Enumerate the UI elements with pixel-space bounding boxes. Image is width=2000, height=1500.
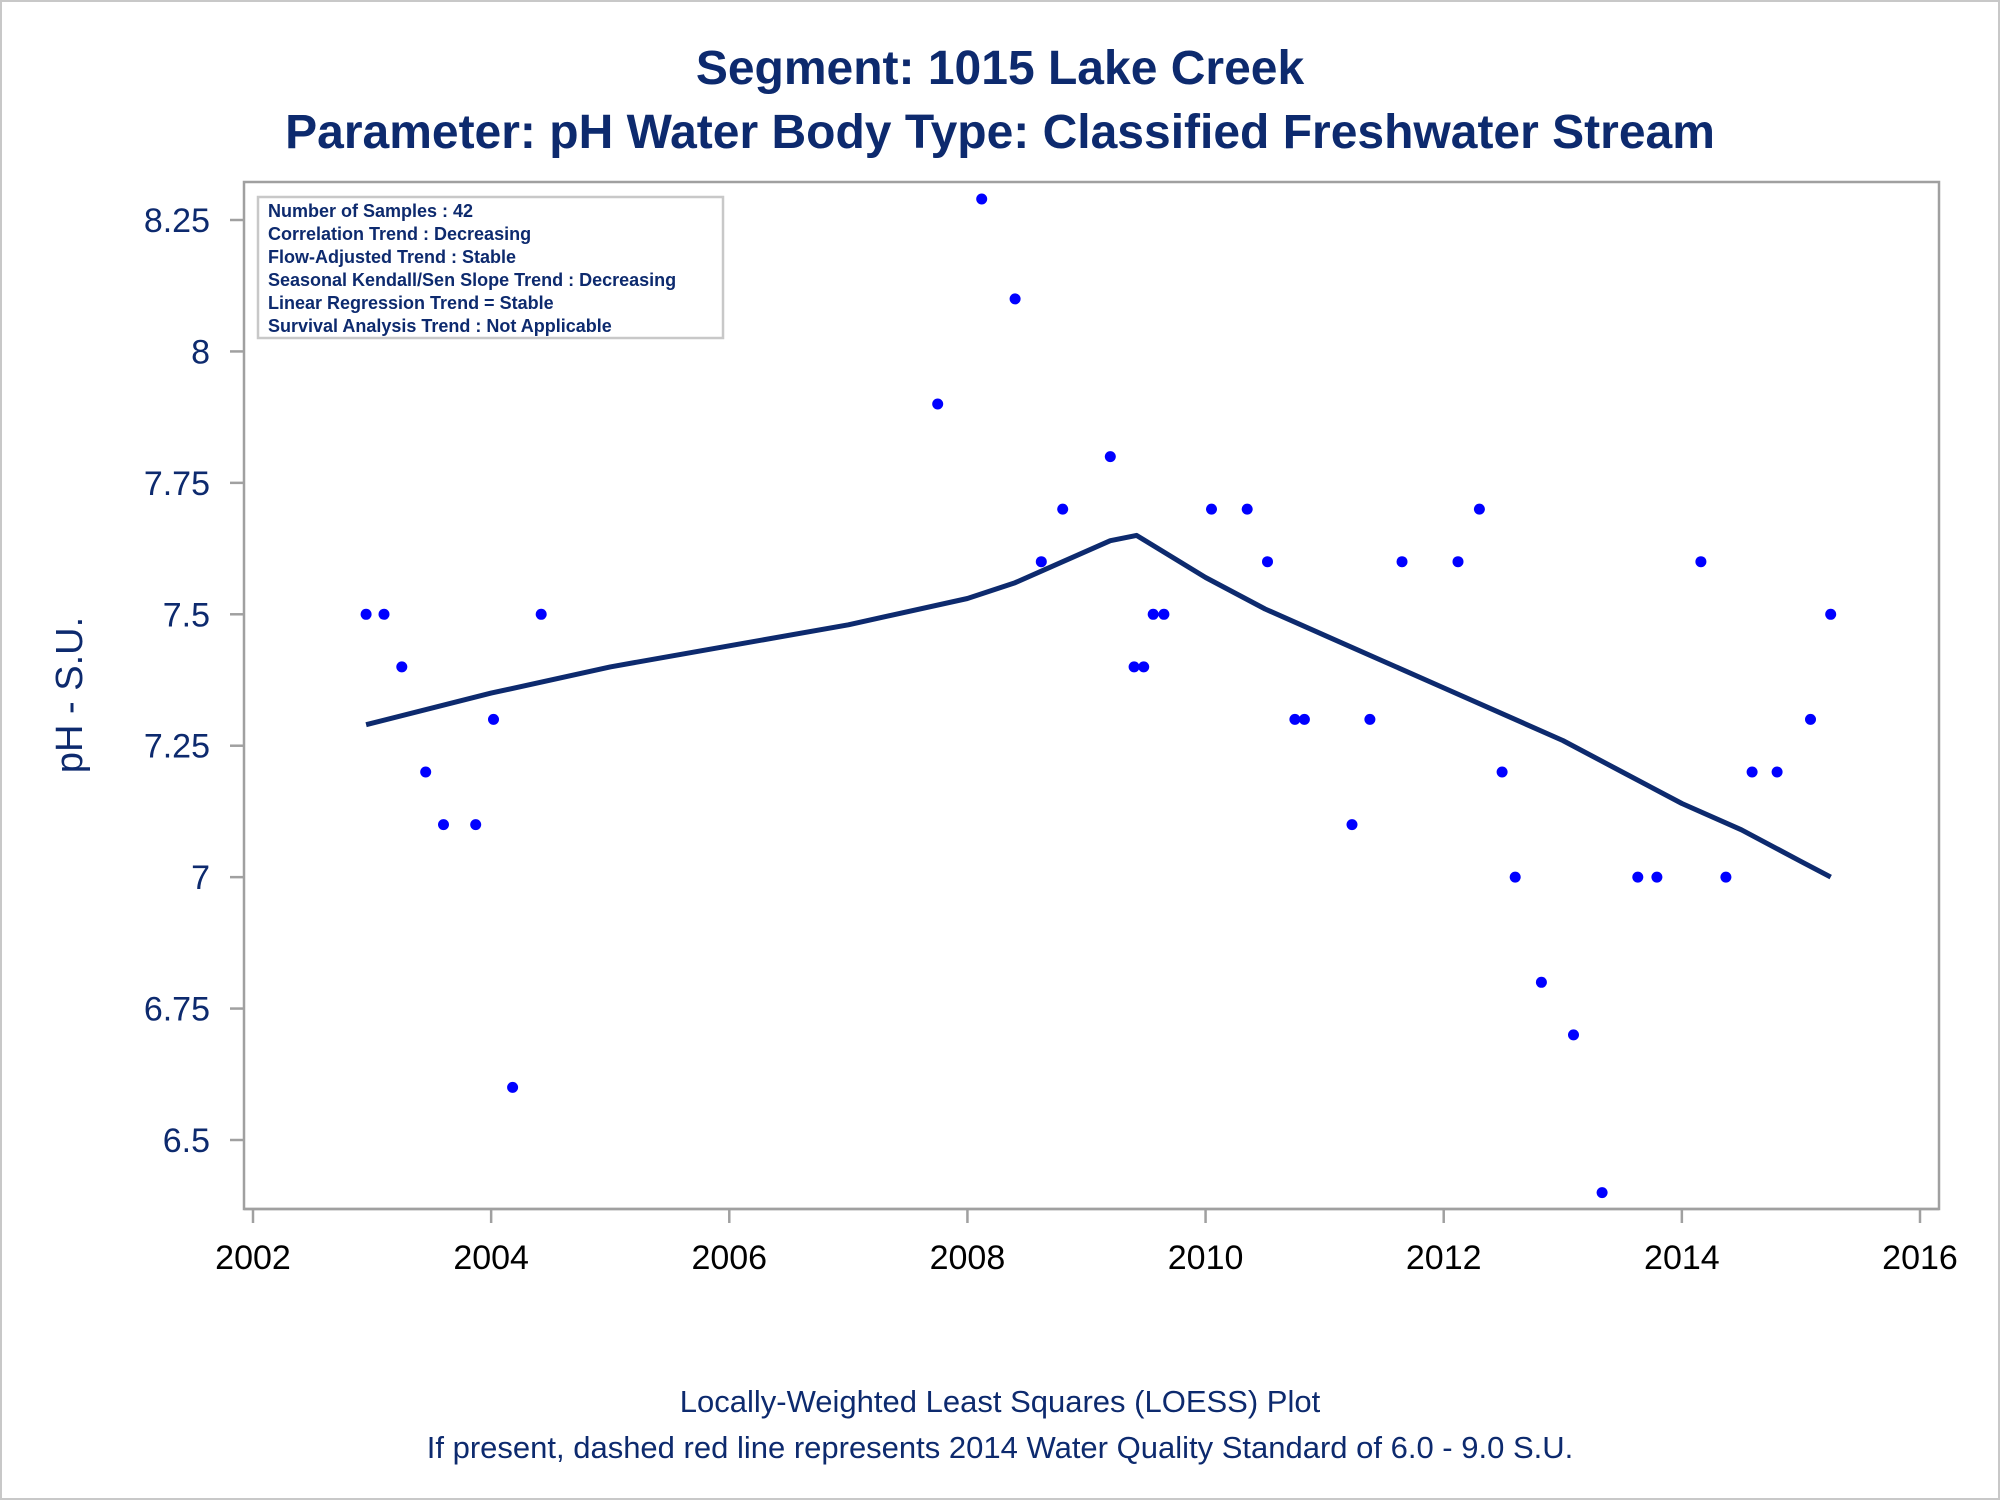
x-tick-label: 2002 xyxy=(215,1239,291,1277)
data-point xyxy=(1771,766,1783,778)
data-point xyxy=(1473,503,1485,515)
y-tick-label: 8.25 xyxy=(144,202,210,240)
data-point xyxy=(1346,819,1358,831)
y-tick-label: 7.75 xyxy=(144,465,210,503)
data-point xyxy=(1535,976,1547,988)
stat-survival-analysis-trend: Survival Analysis Trend : Not Applicable xyxy=(268,316,612,336)
data-point xyxy=(396,661,408,673)
y-tick-label: 6.75 xyxy=(144,991,210,1029)
data-point xyxy=(1509,871,1521,883)
y-tick-label: 8 xyxy=(191,333,210,371)
y-tick-label: 7 xyxy=(191,859,210,897)
data-point xyxy=(535,608,547,620)
data-point xyxy=(1138,661,1150,673)
data-point xyxy=(1035,556,1047,568)
data-point xyxy=(1568,1029,1579,1041)
stat-sample-count: Number of Samples : 42 xyxy=(268,201,473,221)
stats-legend-box: Number of Samples : 42 Correlation Trend… xyxy=(256,195,725,340)
stat-correlation-trend: Correlation Trend : Decreasing xyxy=(268,224,531,244)
x-tick-label: 2008 xyxy=(930,1239,1006,1277)
stat-linear-regression-trend: Linear Regression Trend = Stable xyxy=(268,293,554,313)
data-point xyxy=(1496,766,1508,778)
y-tick-label: 6.5 xyxy=(163,1122,210,1160)
data-point xyxy=(1651,871,1663,883)
data-point xyxy=(1009,293,1021,305)
data-point xyxy=(1147,608,1159,620)
loess-trend-line xyxy=(365,532,1832,880)
data-point xyxy=(488,713,499,725)
data-point xyxy=(438,819,449,831)
data-points xyxy=(360,193,1837,1199)
data-point xyxy=(1289,713,1301,725)
y-axis: 6.5 6.75 7 7.25 7.5 7.75 8 8.25 xyxy=(144,202,244,1160)
data-point xyxy=(976,193,988,205)
data-point xyxy=(1364,713,1376,725)
footnote-standard: If present, dashed red line represents 2… xyxy=(427,1430,1574,1465)
data-point xyxy=(1746,766,1758,778)
data-point xyxy=(470,819,482,831)
stat-flow-adjusted-trend: Flow-Adjusted Trend : Stable xyxy=(268,247,516,267)
data-point xyxy=(1298,713,1310,725)
y-tick-label: 7.5 xyxy=(163,596,210,634)
stats-legend-frame xyxy=(256,195,725,340)
data-point xyxy=(1206,503,1217,515)
y-axis-label: pH - S.U. xyxy=(49,617,91,773)
data-point xyxy=(507,1081,519,1093)
data-point xyxy=(378,608,390,620)
x-axis: 2002 2004 2006 2008 2010 2012 2014 2016 xyxy=(215,1209,1958,1277)
data-point xyxy=(1695,556,1707,568)
data-point xyxy=(1596,1187,1608,1199)
data-point xyxy=(1241,503,1253,515)
chart-subtitle: Parameter: pH Water Body Type: Classifie… xyxy=(285,106,1715,159)
data-point xyxy=(1825,608,1837,620)
x-tick-label: 2004 xyxy=(453,1239,529,1277)
x-tick-label: 2012 xyxy=(1406,1239,1482,1277)
data-point xyxy=(1632,871,1644,883)
data-point xyxy=(1452,556,1464,568)
x-tick-label: 2006 xyxy=(691,1239,767,1277)
data-point xyxy=(1128,661,1140,673)
data-point xyxy=(1057,503,1069,515)
stat-seasonal-kendall-trend: Seasonal Kendall/Sen Slope Trend : Decre… xyxy=(268,270,676,290)
data-point xyxy=(1158,608,1170,620)
data-point xyxy=(1262,556,1273,568)
chart-title: Segment: 1015 Lake Creek xyxy=(696,42,1305,95)
data-point xyxy=(420,766,432,778)
data-point xyxy=(1720,871,1732,883)
x-tick-label: 2014 xyxy=(1644,1239,1720,1277)
y-tick-label: 7.25 xyxy=(144,728,210,766)
data-point xyxy=(1805,713,1816,725)
data-point xyxy=(1104,451,1116,463)
data-point xyxy=(1396,556,1408,568)
data-point xyxy=(932,398,944,410)
footnote-loess: Locally-Weighted Least Squares (LOESS) P… xyxy=(680,1384,1321,1419)
x-tick-label: 2010 xyxy=(1168,1239,1244,1277)
data-point xyxy=(360,608,372,620)
x-tick-label: 2016 xyxy=(1882,1239,1958,1277)
